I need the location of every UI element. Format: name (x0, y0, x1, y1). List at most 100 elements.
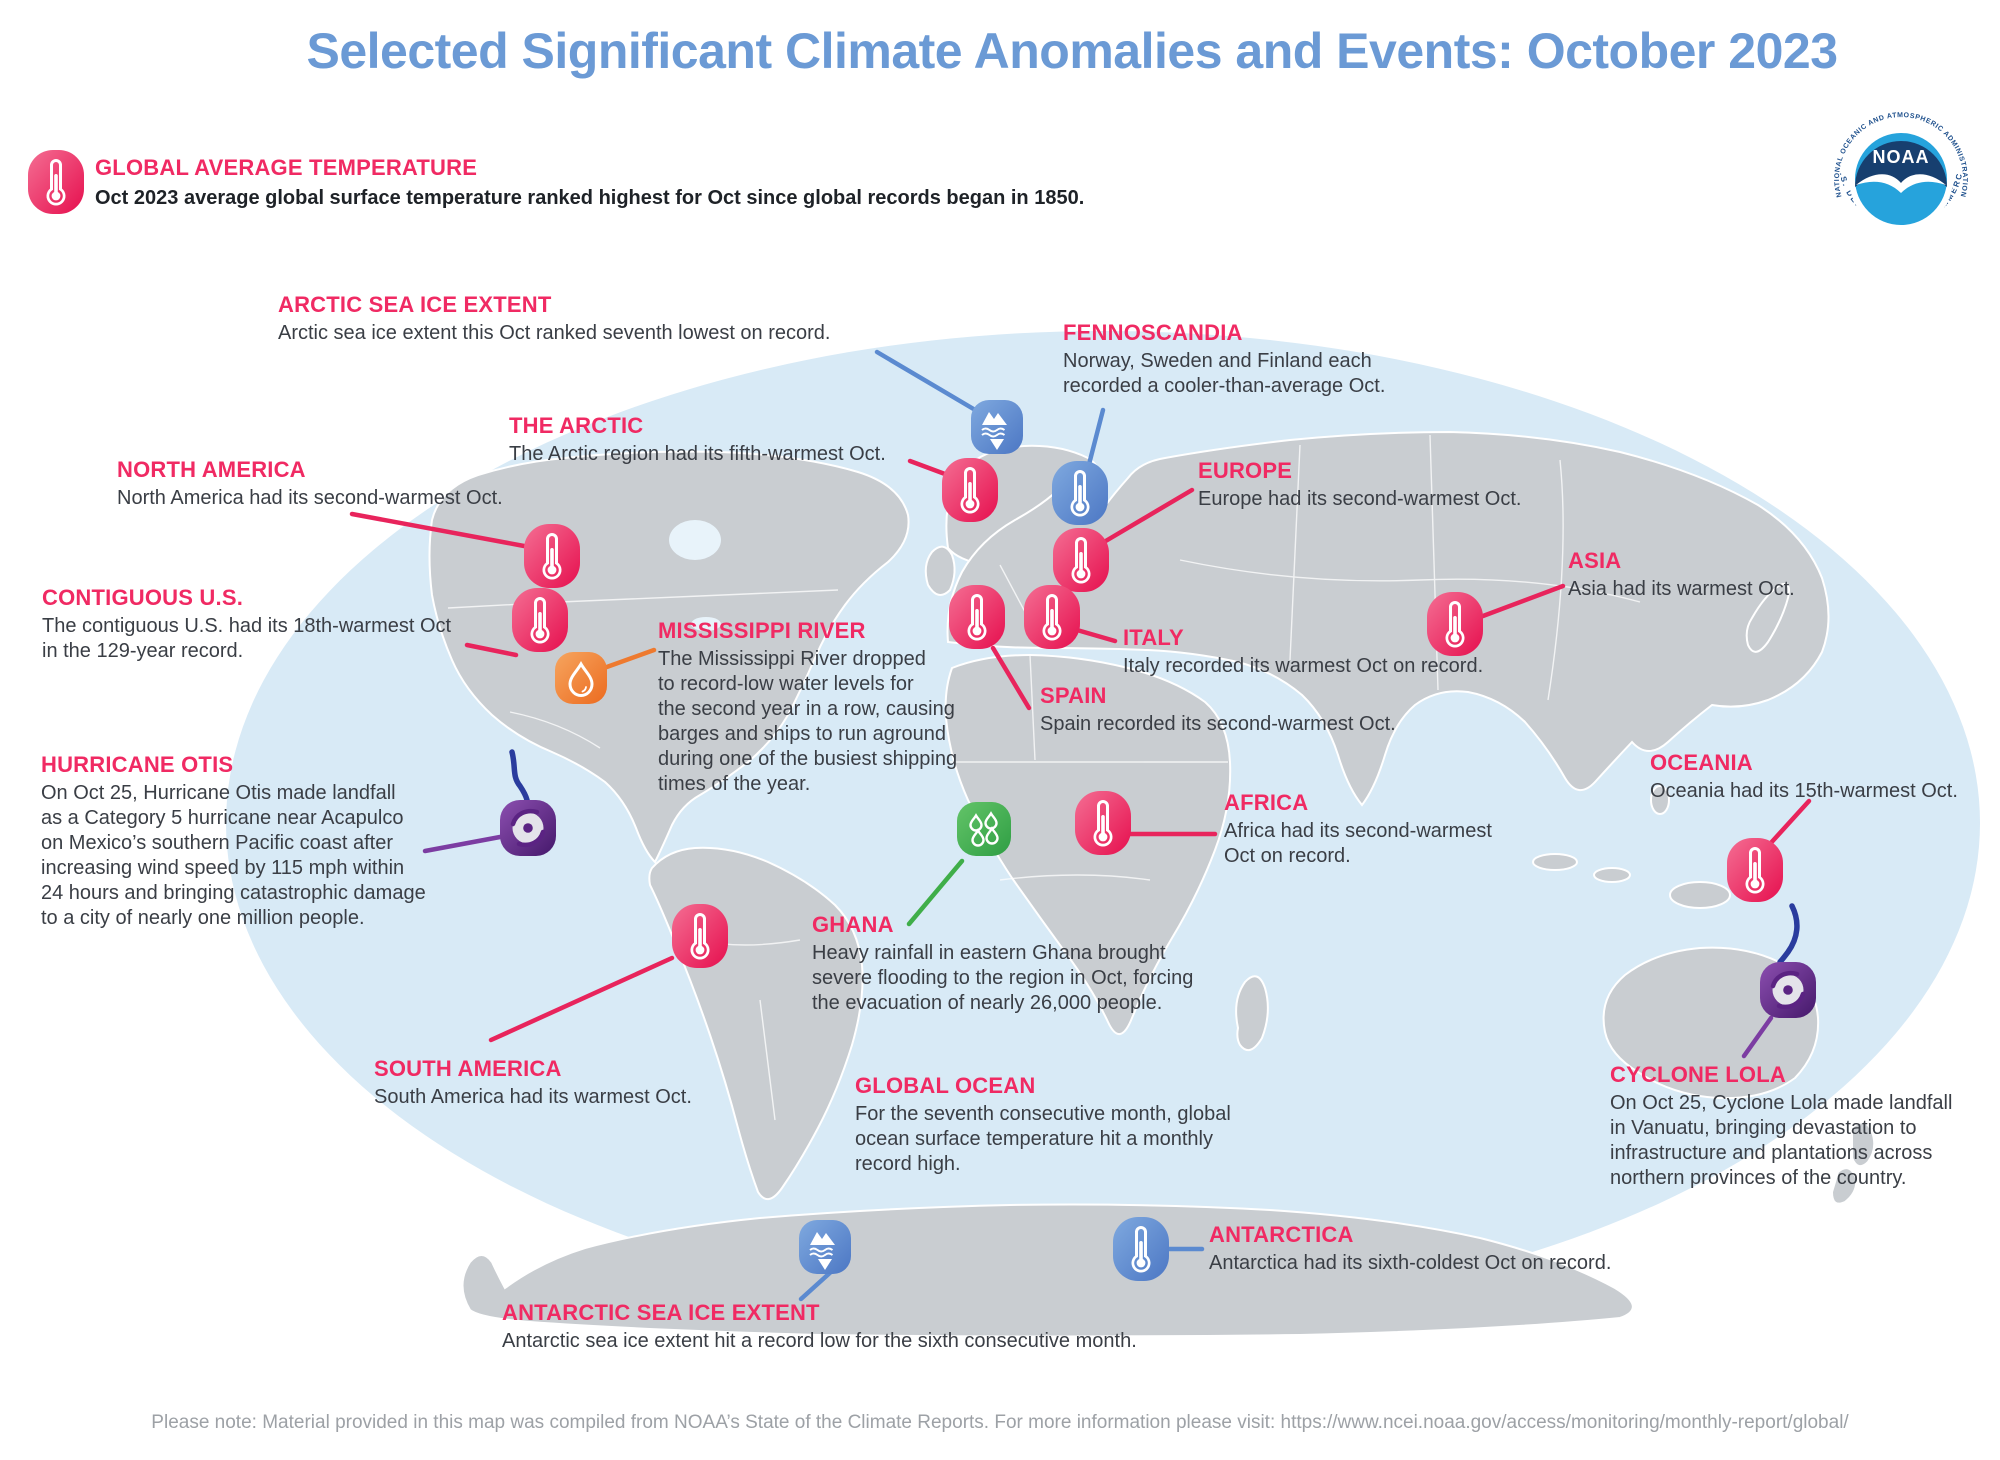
event-title: ANTARCTIC SEA ICE EXTENT (502, 1300, 820, 1325)
leader-contiguous-us (464, 642, 519, 658)
noaa-wordmark: NOAA (1873, 147, 1930, 167)
thermometer-warm-icon-oceania (1727, 838, 1783, 902)
event-title: ITALY (1123, 625, 1184, 650)
event-body: On Oct 25, Cyclone Lola made landfall in… (1610, 1092, 1953, 1189)
event-body: Spain recorded its second-warmest Oct. (1040, 713, 1396, 735)
event-title: SPAIN (1040, 683, 1107, 708)
callout-spain: SPAIN Spain recorded its second-warmest … (1040, 683, 1396, 737)
callout-africa: AFRICA Africa had its second-warmest Oct… (1224, 790, 1492, 869)
rainfall-icon-ghana (955, 800, 1013, 858)
event-body: Europe had its second-warmest Oct. (1198, 488, 1522, 510)
thermometer-cold-icon-antarctica (1113, 1217, 1169, 1281)
sea-ice-icon-antarctic (798, 1219, 852, 1275)
leader-ghana (906, 858, 965, 927)
land-japan (1745, 582, 1790, 653)
event-body: Asia had its warmest Oct. (1568, 578, 1795, 600)
lola-track (1777, 903, 1800, 965)
event-title: FENNOSCANDIA (1063, 320, 1243, 345)
land-uk (924, 545, 956, 596)
event-title: HURRICANE OTIS (41, 752, 234, 777)
cyclone-icon-lola (1760, 962, 1816, 1018)
event-title: NORTH AMERICA (117, 457, 306, 482)
country-borders (447, 434, 1641, 1121)
callout-contiguous-us: CONTIGUOUS U.S. The contiguous U.S. had … (42, 585, 451, 664)
page-title: Selected Significant Climate Anomalies a… (306, 23, 1838, 79)
event-title: GLOBAL OCEAN (855, 1073, 1036, 1098)
event-title: GHANA (812, 912, 894, 937)
callout-south-america: SOUTH AMERICA South America had its warm… (374, 1056, 692, 1110)
event-title: ARCTIC SEA ICE EXTENT (278, 292, 552, 317)
land-new-zealand (1830, 1121, 1876, 1205)
callout-mississippi-river: MISSISSIPPI RIVER The Mississippi River … (658, 618, 957, 797)
land-indonesia-2 (1593, 867, 1631, 883)
callout-antarctica: ANTARCTICA Antarctica had its sixth-cold… (1209, 1222, 1611, 1276)
callout-cyclone-lola: CYCLONE LOLA On Oct 25, Cyclone Lola mad… (1610, 1062, 1952, 1191)
thermometer-warm-icon-the-arctic (942, 458, 998, 522)
callout-ghana: GHANA Heavy rainfall in eastern Ghana br… (812, 912, 1193, 1016)
event-title: MISSISSIPPI RIVER (658, 618, 866, 643)
thermometer-warm-icon-north-america (524, 524, 580, 588)
event-body: Antarctica had its sixth-coldest Oct on … (1209, 1252, 1612, 1274)
event-title: AFRICA (1224, 790, 1309, 815)
callout-global-ocean: GLOBAL OCEAN For the seventh consecutive… (855, 1073, 1231, 1177)
event-body: North America had its second-warmest Oct… (117, 487, 503, 509)
leader-antarctic-sea-ice (798, 1268, 835, 1302)
leader-arctic-sea-ice (874, 349, 985, 417)
event-body: The Mississippi River dropped to record-… (658, 648, 958, 795)
callout-north-america: NORTH AMERICA North America had its seco… (117, 457, 503, 511)
leader-lines (349, 349, 1812, 1302)
event-body: Africa had its second-warmest Oct on rec… (1224, 820, 1492, 867)
noaa-gull-icon (1856, 174, 1946, 193)
land-antarctica (461, 1203, 1634, 1338)
event-title: ASIA (1568, 548, 1622, 573)
leader-oceania (1766, 798, 1812, 848)
otis-track (509, 749, 530, 803)
leader-north-america (349, 511, 527, 549)
footer-note: Please note: Material provided in this m… (151, 1412, 1849, 1433)
callout-arctic-sea-ice: ARCTIC SEA ICE EXTENT Arctic sea ice ext… (278, 292, 830, 346)
event-title: OCEANIA (1650, 750, 1753, 775)
event-body: Oct 2023 average global surface temperat… (95, 187, 1085, 209)
land-madagascar (1235, 975, 1269, 1052)
thermometer-warm-icon-africa (1075, 791, 1131, 855)
event-body: Arctic sea ice extent this Oct ranked se… (278, 322, 831, 344)
event-body: Heavy rainfall in eastern Ghana brought … (812, 942, 1194, 1014)
event-body: Norway, Sweden and Finland each recorded… (1063, 350, 1386, 397)
event-body: On Oct 25, Hurricane Otis made landfall … (41, 782, 426, 929)
event-body: South America had its warmest Oct. (374, 1086, 692, 1108)
leader-south-america (488, 955, 675, 1043)
thermometer-warm-icon-europe (1053, 528, 1109, 592)
thermometer-warm-icon-spain (949, 585, 1005, 649)
callout-global-average-temperature: GLOBAL AVERAGE TEMPERATURE Oct 2023 aver… (95, 155, 1084, 211)
thermometer-warm-icon-italy (1024, 585, 1080, 649)
storm-tracks (509, 749, 1800, 965)
leader-europe (1101, 487, 1195, 545)
event-title: GLOBAL AVERAGE TEMPERATURE (95, 155, 478, 180)
callout-oceania: OCEANIA Oceania had its 15th-warmest Oct… (1650, 750, 1958, 804)
thermometer-warm-icon-global-avg (28, 150, 84, 214)
callout-the-arctic: THE ARCTIC The Arctic region had its fif… (509, 413, 886, 467)
land-eurasia (946, 430, 1830, 807)
leader-cyclone-lola (1741, 1015, 1774, 1059)
leader-hurricane-otis (422, 834, 503, 854)
callout-europe: EUROPE Europe had its second-warmest Oct… (1198, 458, 1521, 512)
callout-asia: ASIA Asia had its warmest Oct. (1568, 548, 1795, 602)
event-title: ANTARCTICA (1209, 1222, 1354, 1247)
event-title: THE ARCTIC (509, 413, 644, 438)
land-philippines (1650, 785, 1670, 815)
noaa-logo: NATIONAL OCEANIC AND ATMOSPHERIC ADMINIS… (1834, 112, 1967, 231)
thermometer-warm-icon-south-america (672, 904, 728, 968)
callout-italy: ITALY Italy recorded its warmest Oct on … (1123, 625, 1483, 679)
land-new-guinea (1669, 881, 1731, 909)
callout-fennoscandia: FENNOSCANDIA Norway, Sweden and Finland … (1063, 320, 1385, 399)
event-body: Italy recorded its warmest Oct on record… (1123, 655, 1484, 677)
event-body: The contiguous U.S. had its 18th-warmest… (42, 615, 452, 662)
event-body: The Arctic region had its fifth-warmest … (509, 443, 886, 465)
callout-hurricane-otis: HURRICANE OTIS On Oct 25, Hurricane Otis… (41, 752, 426, 931)
cyclone-icon-otis (500, 800, 556, 856)
thermometer-cold-icon-fennoscandia (1052, 461, 1108, 525)
event-body: Antarctic sea ice extent hit a record lo… (502, 1330, 1137, 1352)
sea-ice-icon-arctic (970, 399, 1024, 455)
